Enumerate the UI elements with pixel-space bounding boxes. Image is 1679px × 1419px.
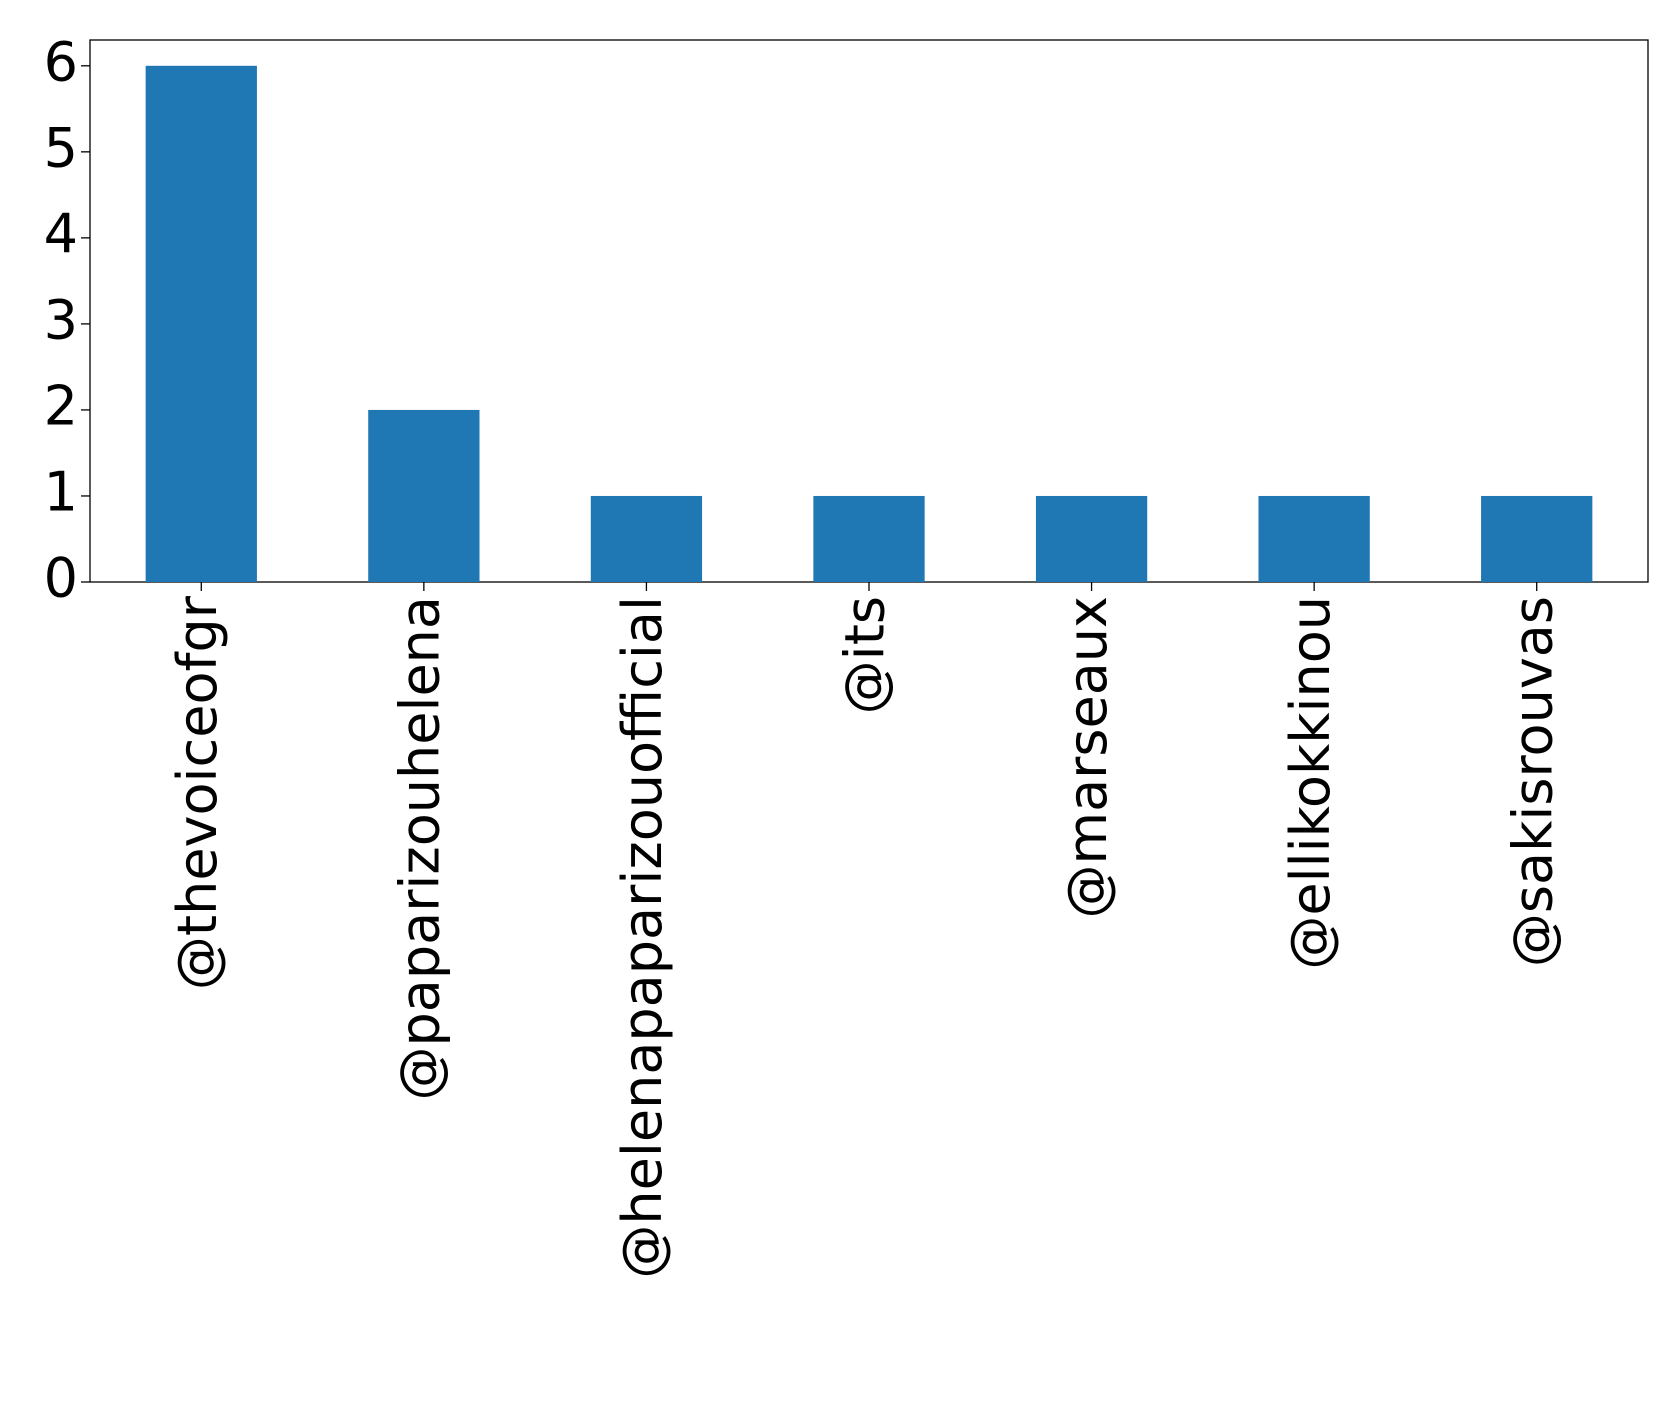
- y-tick-label: 3: [44, 289, 78, 352]
- bar: [590, 495, 703, 582]
- x-tick-label: @its: [834, 596, 897, 714]
- bar: [368, 409, 480, 582]
- bar: [1258, 495, 1370, 582]
- y-tick-label: 1: [44, 461, 78, 524]
- x-tick-label: @helenapaparizouofficial: [611, 596, 674, 1279]
- bar: [813, 495, 925, 582]
- y-tick-label: 6: [44, 30, 78, 93]
- x-tick-label: @marseaux: [1056, 596, 1119, 919]
- bar: [1481, 495, 1593, 582]
- bar: [145, 65, 257, 583]
- y-tick-label: 2: [44, 375, 78, 438]
- x-tick-label: @sakisrouvas: [1501, 596, 1564, 967]
- x-tick-label: @paparizouhelena: [388, 596, 451, 1101]
- bar: [1035, 495, 1148, 582]
- x-tick-label: @ellikokkinou: [1279, 596, 1342, 970]
- y-tick-label: 4: [44, 203, 78, 266]
- y-tick-label: 0: [44, 547, 78, 610]
- x-tick-label: @thevoiceofgr: [166, 595, 229, 990]
- y-tick-label: 5: [44, 116, 78, 179]
